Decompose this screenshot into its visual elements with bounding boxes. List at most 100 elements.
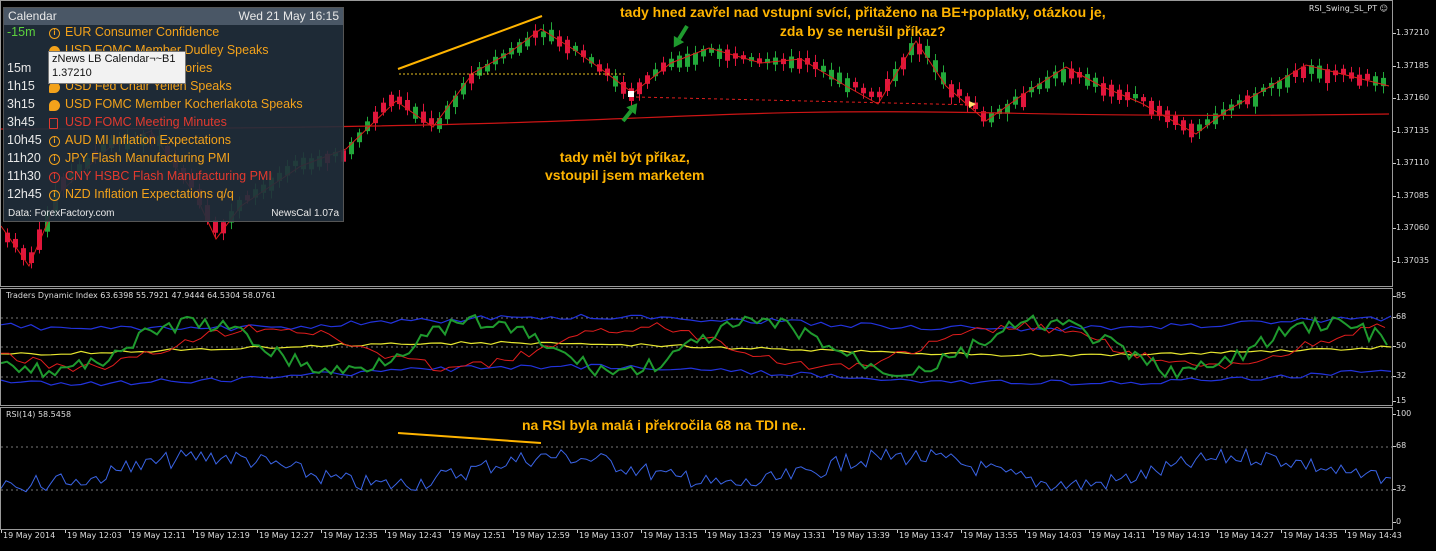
time-axis-tick (65, 530, 66, 533)
candle-body (717, 48, 722, 59)
candle-body (1285, 75, 1290, 88)
tdi-lower-band (1, 363, 1392, 387)
candle-body (437, 118, 442, 130)
event-title: USD FOMC Meeting Minutes (65, 115, 227, 129)
event-title: CNY HSBC Flash Manufacturing PMI (65, 169, 272, 183)
indicator-axis-label: 68 (1396, 312, 1407, 321)
calendar-event-row[interactable]: 10h45 i AUD MI Inflation Expectations (4, 133, 343, 151)
indicator-axis-label: 15 (1396, 396, 1407, 405)
news-calendar-panel[interactable]: Calendar Wed 21 May 16:15 -15m i EUR Consu… (3, 7, 344, 222)
info-icon: i (49, 136, 60, 147)
calendar-event-row[interactable]: 3h45 USD FOMC Meeting Minutes (4, 115, 343, 133)
event-title: USD FOMC Member Kocherlakota Speaks (65, 97, 303, 111)
candle-body (1005, 103, 1010, 114)
time-axis-tick (1281, 530, 1282, 533)
candle-body (381, 102, 386, 113)
candle-body (1237, 100, 1242, 105)
candle-body (397, 96, 402, 105)
tdi-rsi-price-line (1, 313, 1388, 380)
candle-body (1133, 94, 1138, 99)
candle-body (1341, 68, 1346, 75)
candle-body (837, 72, 842, 85)
time-axis-label: 19 May 14:03 (1027, 531, 1082, 540)
annotation-rsi: na RSI byla malá i překročila 68 na TDI … (522, 417, 806, 433)
calendar-footer: Data: ForexFactory.com NewsCal 1.07a (4, 207, 343, 221)
time-axis-label: 19 May 12:27 (259, 531, 314, 540)
candle-body (957, 89, 962, 96)
candle-body (525, 37, 530, 47)
candle-body (1157, 105, 1162, 117)
time-axis-label: 19 May 12:19 (195, 531, 250, 540)
candle-body (877, 91, 882, 98)
candle-body (1061, 69, 1066, 83)
candle-body (701, 48, 706, 57)
calendar-version: NewsCal 1.07a (271, 208, 339, 219)
event-title: AUD MI Inflation Expectations (65, 133, 232, 147)
tooltip-line-2: 1.37210 (52, 67, 92, 79)
indicator-axis-label: 32 (1396, 484, 1407, 493)
arrow-entry-point-head (626, 103, 638, 115)
indicator-axis-tick (1393, 376, 1396, 377)
annotation-top: tady hned zavřel nad vstupní svící, přit… (620, 3, 1106, 41)
candle-body (1373, 76, 1378, 86)
indicator-axis-tick (1393, 414, 1396, 415)
calendar-event-row[interactable]: 3h15 USD FOMC Member Kocherlakota Speaks (4, 97, 343, 115)
candle-body (973, 102, 978, 110)
candle-body (1381, 77, 1386, 87)
price-axis-tick (1393, 163, 1396, 164)
candle-body (1325, 69, 1330, 84)
candle-body (581, 50, 586, 57)
price-axis-label: 1.37210 (1396, 28, 1430, 37)
candle-body (965, 96, 970, 106)
calendar-event-row[interactable]: -15m i EUR Consumer Confidence (4, 25, 343, 43)
time-axis-tick (769, 530, 770, 533)
info-icon: i (49, 190, 60, 201)
time-axis-label: 19 May 13:55 (963, 531, 1018, 540)
calendar-event-row[interactable]: 11h20 i JPY Flash Manufacturing PMI (4, 151, 343, 169)
candle-body (29, 252, 34, 263)
time-axis-tick (833, 530, 834, 533)
rsi-indicator-pane[interactable]: RSI(14) 58.5458 (0, 407, 1393, 530)
candle-body (477, 67, 482, 76)
time-axis-tick (705, 530, 706, 533)
indicator-axis-label: 50 (1396, 341, 1407, 350)
indicator-axis-label: 32 (1396, 371, 1407, 380)
calendar-tooltip: zNews LB Calendar¬~B1 1.37210 (48, 51, 186, 84)
candle-body (933, 60, 938, 73)
time-axis-label: 19 May 13:23 (707, 531, 762, 540)
candle-body (21, 248, 26, 260)
time-axis-label: 19 May 12:35 (323, 531, 378, 540)
time-axis-tick (897, 530, 898, 533)
candle-body (1357, 74, 1362, 86)
calendar-event-row[interactable]: 12h45 i NZD Inflation Expectations q/q (4, 187, 343, 205)
candle-body (1277, 80, 1282, 89)
entry-marker (628, 91, 634, 97)
candle-body (413, 106, 418, 119)
time-axis-label: 19 May 12:11 (131, 531, 186, 540)
candle-body (573, 45, 578, 52)
candle-body (853, 81, 858, 88)
candle-body (1045, 76, 1050, 89)
candle-body (1293, 70, 1298, 77)
candle-body (1117, 89, 1122, 100)
time-axis-label: 19 May 14:27 (1219, 531, 1274, 540)
candle-body (749, 57, 754, 62)
calendar-event-row[interactable]: 11h30 i CNY HSBC Flash Manufacturing PMI (4, 169, 343, 187)
candle-body (797, 58, 802, 69)
candle-body (533, 30, 538, 38)
price-axis-tick (1393, 98, 1396, 99)
event-time: 1h15 (7, 79, 35, 93)
candle-body (829, 69, 834, 80)
candle-body (765, 58, 770, 64)
price-axis-tick (1393, 33, 1396, 34)
candle-body (1349, 72, 1354, 79)
candle-body (37, 229, 42, 250)
price-axis-label: 1.37035 (1396, 255, 1430, 265)
candle-body (517, 42, 522, 53)
tdi-indicator-pane[interactable]: Traders Dynamic Index 63.6398 55.7921 47… (0, 288, 1393, 406)
indicator-axis-tick (1393, 296, 1396, 297)
time-axis-tick (577, 530, 578, 533)
info-icon: i (49, 28, 60, 39)
annotation-entry: tady měl být příkaz, vstoupil jsem market… (545, 148, 705, 184)
time-axis-label: 19 May 12:03 (67, 531, 122, 540)
